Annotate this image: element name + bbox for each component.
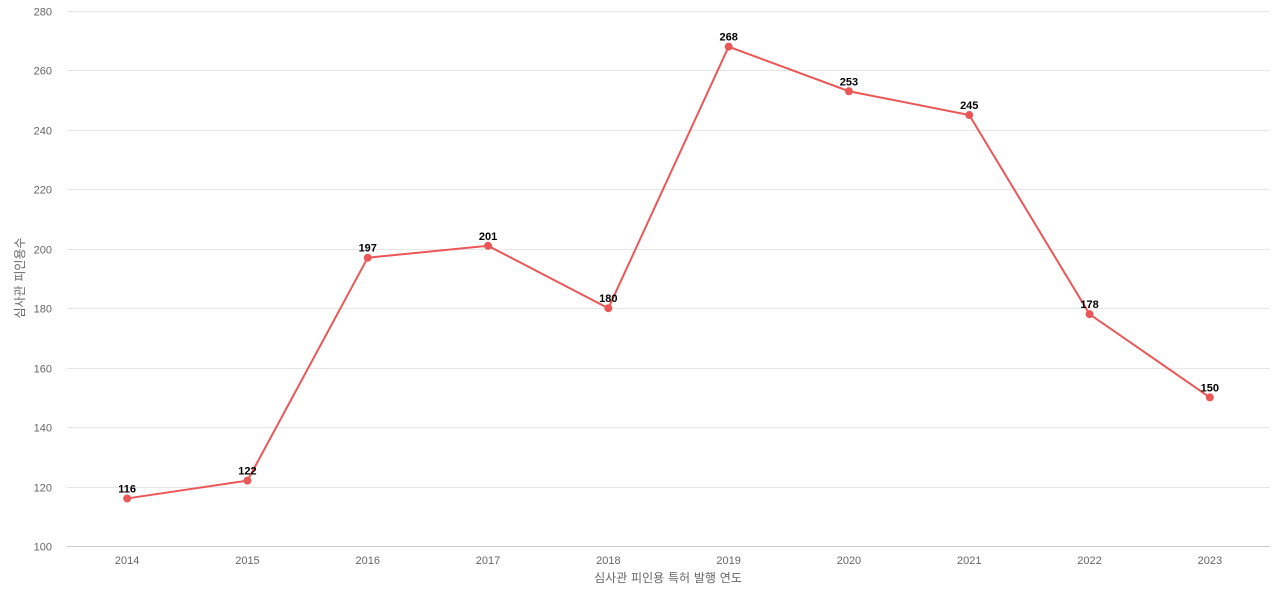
x-tick-label: 2022 (1077, 555, 1101, 567)
x-tick-label: 2015 (235, 555, 259, 567)
y-tick-label: 200 (34, 245, 52, 257)
data-point[interactable] (1205, 393, 1214, 402)
y-tick-label: 280 (34, 7, 52, 19)
data-label: 178 (1080, 299, 1098, 311)
x-tick-label: 2018 (596, 555, 620, 567)
y-tick-label: 140 (34, 423, 52, 435)
data-label: 201 (479, 231, 497, 243)
y-tick-label: 160 (34, 364, 52, 376)
y-tick-label: 180 (34, 304, 52, 316)
x-tick-label: 2014 (115, 555, 139, 567)
y-tick-label: 220 (34, 185, 52, 197)
x-tick-label: 2023 (1198, 555, 1222, 567)
data-label: 150 (1201, 382, 1219, 394)
x-tick-label: 2017 (476, 555, 500, 567)
data-label: 245 (960, 100, 978, 112)
y-tick-label: 260 (34, 66, 52, 78)
x-axis-title: 심사관 피인용 특허 발행 연도 (594, 570, 742, 585)
data-point[interactable] (965, 111, 974, 120)
data-point[interactable] (243, 476, 252, 485)
y-axis-title: 심사관 피인용수 (13, 237, 27, 318)
x-tick-label: 2019 (716, 555, 740, 567)
y-axis-ticks: 100 120 140 160 180 200 220 240 260 280 (34, 7, 52, 554)
data-point[interactable] (1085, 310, 1094, 319)
y-tick-label: 100 (34, 542, 52, 554)
x-axis-ticks: 2014 2015 2016 2017 2018 2019 2020 2021 2022 2023 (115, 555, 1222, 567)
data-point[interactable] (604, 304, 613, 313)
data-labels: 116 122 197 201 180 268 253 245 178 150 (118, 32, 1219, 496)
data-label: 268 (719, 32, 737, 44)
data-label: 116 (118, 483, 136, 495)
y-tick-label: 120 (34, 483, 52, 495)
data-point[interactable] (484, 241, 493, 250)
y-tick-label: 240 (34, 126, 52, 138)
data-label: 122 (238, 466, 256, 478)
data-point[interactable] (844, 87, 853, 96)
series-line (127, 45, 1211, 500)
series-group (127, 45, 1211, 500)
data-point[interactable] (123, 494, 132, 503)
data-point[interactable] (724, 42, 733, 51)
gridlines (67, 11, 1270, 547)
data-points (123, 42, 1214, 503)
data-point[interactable] (363, 253, 372, 262)
x-tick-label: 2021 (957, 555, 981, 567)
data-label: 180 (599, 293, 617, 305)
data-label: 253 (840, 76, 858, 88)
x-tick-label: 2016 (356, 555, 380, 567)
x-tick-label: 2020 (837, 555, 861, 567)
data-label: 197 (359, 243, 377, 255)
